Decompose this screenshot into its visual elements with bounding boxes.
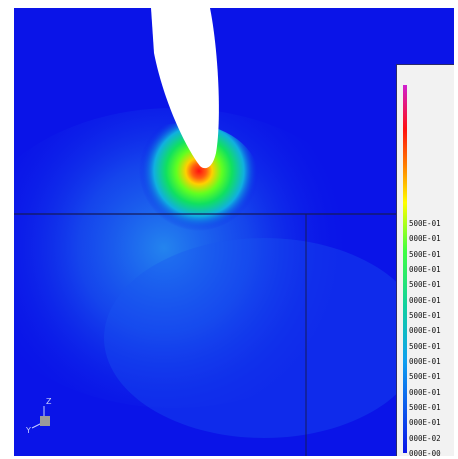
z-axis-label: Z: [46, 397, 52, 406]
axis-triad: Z Y: [24, 394, 64, 435]
legend-entry: 500E-01: [409, 219, 441, 228]
y-axis-label: Y: [26, 426, 31, 435]
legend-entry: 000E-01: [409, 387, 441, 397]
axis-triad-icon: [31, 406, 50, 429]
legend-entry: 000E-01: [409, 357, 441, 366]
legend-entry: 000E-00: [409, 449, 441, 456]
legend-colorbar: [403, 85, 407, 453]
legend-entry: 000E-02: [409, 433, 441, 443]
stress-field-plot: [14, 8, 454, 456]
legend-entry: 000E-01: [409, 418, 441, 428]
legend-entry: 500E-01: [409, 372, 441, 382]
simulation-viewport[interactable]: 500E-01 000E-01 500E-01 000E-01 500E-01 000E-…: [14, 8, 454, 456]
legend-entry: 500E-01: [409, 341, 441, 351]
legend-entry: 500E-01: [409, 311, 441, 320]
legend-entry: 000E-01: [409, 295, 441, 305]
legend-entry: 500E-01: [409, 249, 441, 259]
legend-entry: 500E-01: [409, 403, 441, 412]
legend-entry: 000E-01: [409, 326, 441, 336]
legend-entry: 500E-01: [409, 280, 441, 290]
legend-entry: 000E-01: [409, 265, 441, 274]
contour-legend: 500E-01 000E-01 500E-01 000E-01 500E-01 000E-…: [396, 64, 454, 456]
legend-entry: 000E-01: [409, 234, 441, 244]
